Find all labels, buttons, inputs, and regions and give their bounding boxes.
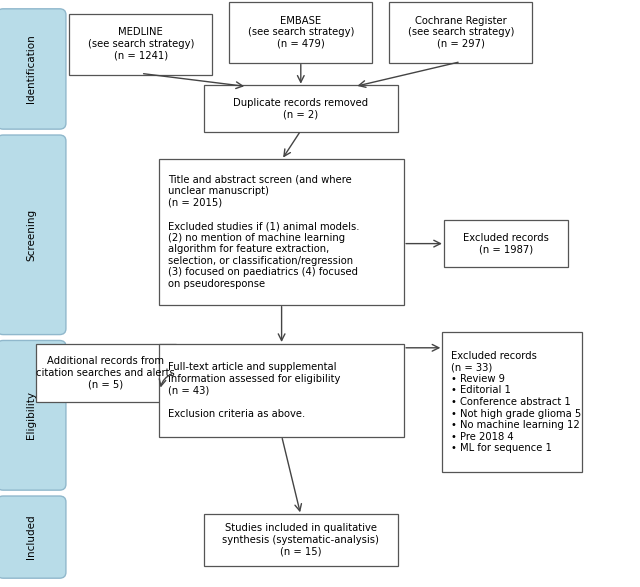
FancyBboxPatch shape [444,221,568,266]
FancyBboxPatch shape [69,14,212,75]
FancyBboxPatch shape [442,332,582,472]
FancyBboxPatch shape [389,2,532,63]
Text: Identification: Identification [26,35,36,103]
Text: Included: Included [26,515,36,559]
FancyBboxPatch shape [0,135,66,335]
Text: Excluded records
(n = 1987): Excluded records (n = 1987) [463,233,548,254]
FancyBboxPatch shape [0,9,66,129]
FancyBboxPatch shape [36,344,175,402]
Text: Duplicate records removed
(n = 2): Duplicate records removed (n = 2) [233,98,369,119]
Text: Cochrane Register
(see search strategy)
(n = 297): Cochrane Register (see search strategy) … [408,16,514,49]
Text: MEDLINE
(see search strategy)
(n = 1241): MEDLINE (see search strategy) (n = 1241) [88,28,194,60]
Text: Excluded records
(n = 33)
• Review 9
• Editorial 1
• Conference abstract 1
• Not: Excluded records (n = 33) • Review 9 • E… [451,350,581,454]
Text: Screening: Screening [26,209,36,261]
Text: Eligibility: Eligibility [26,392,36,439]
FancyBboxPatch shape [159,344,404,437]
FancyBboxPatch shape [229,2,372,63]
Text: Title and abstract screen (and where
unclear manuscript)
(n = 2015)

Excluded st: Title and abstract screen (and where unc… [168,175,359,289]
Text: EMBASE
(see search strategy)
(n = 479): EMBASE (see search strategy) (n = 479) [248,16,354,49]
Text: Studies included in qualitative
synthesis (systematic-analysis)
(n = 15): Studies included in qualitative synthesi… [222,524,380,556]
Text: Additional records from
citation searches and alerts
(n = 5): Additional records from citation searche… [36,356,175,389]
Text: Full-text article and supplemental
information assessed for eligibility
(n = 43): Full-text article and supplemental infor… [168,362,340,419]
FancyBboxPatch shape [204,514,398,566]
FancyBboxPatch shape [0,496,66,578]
FancyBboxPatch shape [204,86,398,132]
FancyBboxPatch shape [159,158,404,305]
FancyBboxPatch shape [0,340,66,490]
